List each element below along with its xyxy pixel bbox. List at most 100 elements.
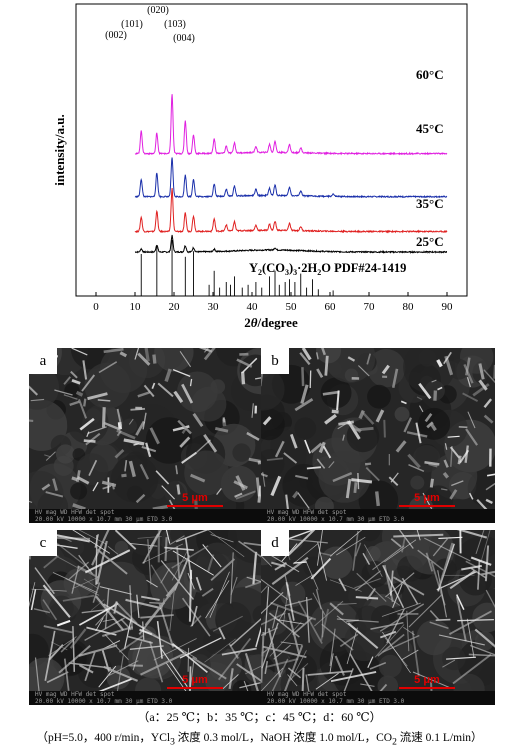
sem-crystal <box>103 665 139 682</box>
sem-blob <box>261 449 285 479</box>
sem-crystal <box>461 564 482 571</box>
sem-crystal <box>386 608 405 644</box>
sem-crystal <box>419 405 424 413</box>
sem-crystal <box>345 478 352 499</box>
sem-crystal <box>352 530 359 571</box>
x-tick-label-0: 0 <box>93 301 99 313</box>
ref-y: Y <box>249 261 258 275</box>
sem-crystal <box>251 403 254 418</box>
scale-bar: 5 μm <box>167 492 223 507</box>
sem-crystal <box>322 390 339 396</box>
sem-blob <box>378 654 402 678</box>
sem-crystal <box>165 580 181 598</box>
sem-crystal <box>483 369 495 384</box>
scale-line <box>167 505 223 507</box>
sem-blob <box>150 562 198 610</box>
sem-crystal <box>408 594 443 628</box>
sem-crystal <box>305 596 310 643</box>
sem-crystal <box>104 634 129 661</box>
sem-crystal <box>432 536 450 557</box>
sem-crystal <box>212 615 243 632</box>
sem-crystal <box>214 426 229 433</box>
sem-crystal <box>337 423 346 430</box>
sem-crystal <box>273 644 291 660</box>
sem-crystal <box>139 463 150 480</box>
sem-crystal <box>78 664 94 674</box>
sem-crystal <box>364 544 383 577</box>
sem-crystal <box>71 348 88 356</box>
sem-crystal <box>444 443 448 450</box>
sem-crystal <box>483 414 494 424</box>
sem-crystal <box>285 494 289 509</box>
sem-crystal <box>261 622 279 669</box>
sem-crystal <box>424 537 471 562</box>
ref-co3: (CO <box>262 261 285 275</box>
sem-crystal <box>235 490 256 500</box>
sem-crystal <box>75 390 84 397</box>
sem-crystal <box>292 617 313 636</box>
sem-crystal <box>135 493 146 504</box>
sem-crystal <box>137 536 162 539</box>
sem-crystal <box>216 488 222 495</box>
sem-crystal <box>169 535 185 546</box>
sem-info-bar: HV mag WD HFW det spot 20.00 kV 10000 x 1… <box>29 691 263 705</box>
sem-crystal <box>146 579 158 588</box>
sem-crystal <box>261 585 268 594</box>
sem-crystal <box>262 643 275 654</box>
sem-crystal <box>375 491 380 507</box>
sem-crystal <box>248 457 261 463</box>
sem-crystal <box>459 530 462 554</box>
sem-blob <box>377 675 399 691</box>
sem-crystal <box>87 392 108 401</box>
sem-crystal <box>346 627 358 665</box>
sem-crystal <box>70 370 78 379</box>
sem-crystal <box>94 534 99 548</box>
sem-crystal <box>191 656 227 680</box>
sem-crystal <box>261 592 284 615</box>
sem-crystal <box>92 481 99 492</box>
sem-blob <box>111 455 159 503</box>
sem-crystal <box>86 431 90 438</box>
sem-crystal <box>228 668 234 690</box>
sem-info-row: HV mag WD HFW det spot <box>267 509 347 516</box>
sem-crystal <box>425 552 434 572</box>
sem-crystal <box>65 578 100 596</box>
sem-crystal <box>449 489 458 500</box>
sem-crystal <box>483 398 493 408</box>
scale-bar: 5 μm <box>399 492 455 507</box>
sem-crystal <box>357 365 370 377</box>
sem-crystal <box>229 617 263 647</box>
sem-crystal <box>165 662 187 691</box>
sem-texture <box>29 348 263 509</box>
sem-crystal <box>360 410 375 425</box>
ref-rest: ·2H <box>297 261 317 275</box>
sem-crystal <box>115 601 138 625</box>
sem-crystal <box>152 504 168 509</box>
sem-crystal <box>477 559 481 590</box>
sem-crystal <box>360 683 375 687</box>
xrd-series-group <box>134 94 448 255</box>
sem-crystal <box>205 580 230 619</box>
sem-crystal <box>129 645 164 650</box>
sem-crystal <box>222 417 226 423</box>
sem-panel-a: a 5 μm HV mag WD HFW det spot 20.00 kV 10… <box>29 348 263 523</box>
sem-crystal <box>114 449 125 459</box>
sem-crystal <box>437 386 443 391</box>
sem-crystal <box>103 348 124 354</box>
sem-crystal <box>245 664 263 675</box>
sem-crystal <box>280 641 303 646</box>
sem-crystal <box>150 564 172 598</box>
sem-crystal <box>172 550 214 576</box>
sem-crystal <box>210 534 234 543</box>
sem-crystal <box>438 536 463 539</box>
sem-crystal <box>34 657 40 691</box>
sem-crystal <box>287 674 298 687</box>
sem-crystal <box>446 656 477 660</box>
sem-crystal <box>29 385 39 396</box>
sem-crystal <box>207 530 245 558</box>
sem-crystal <box>449 446 461 459</box>
sem-info-row: 20.00 kV 10000 x 10.7 mm 30 μm ETD 3.0 <box>35 698 173 705</box>
sem-crystal <box>244 652 259 691</box>
sem-crystal <box>261 578 289 601</box>
sem-crystal <box>144 587 176 626</box>
